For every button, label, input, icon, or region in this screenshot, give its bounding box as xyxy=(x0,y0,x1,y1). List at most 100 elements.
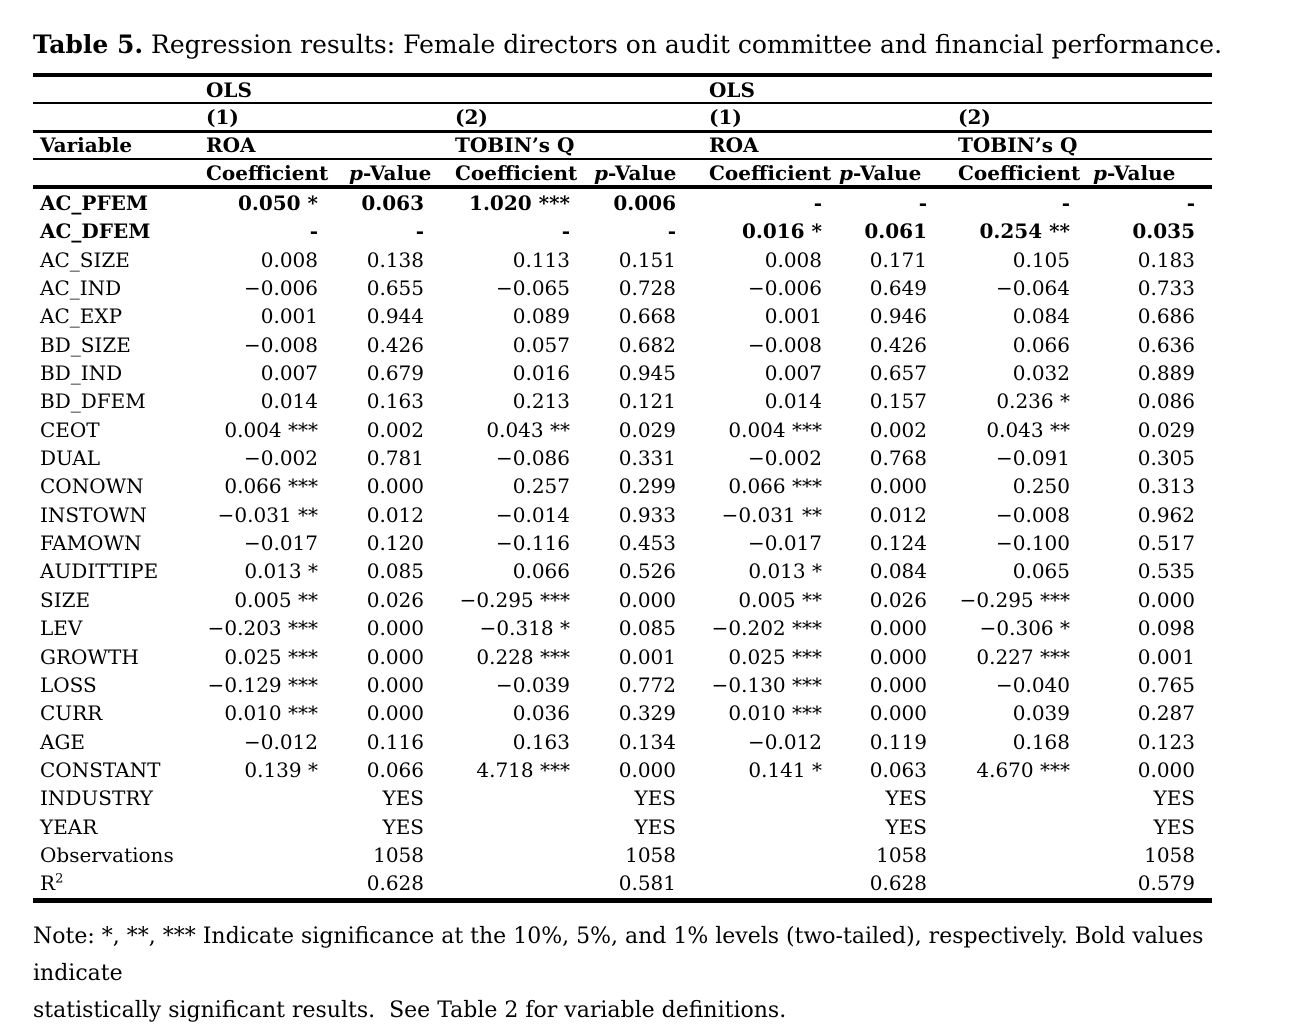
table-title: Table 5. Regression results: Female dire… xyxy=(33,30,1293,60)
coefficient-cell-4: 0.084 xyxy=(1012,304,1070,329)
coefficient-cell-4 xyxy=(958,841,1093,869)
p-value-cell-4: 0.313 xyxy=(1137,474,1195,499)
p-value-cell-3: 1058 xyxy=(876,842,927,867)
p-value-cell-2: 0.085 xyxy=(618,616,676,641)
p-value-cell-1: 0.000 xyxy=(366,644,424,669)
coefficient-header-4: Coefficient xyxy=(958,159,1093,189)
p-value-cell-1: YES xyxy=(382,786,424,811)
coefficient-cell-4 xyxy=(958,869,1093,900)
coefficient-cell-1: 0.001 xyxy=(260,304,318,329)
coefficient-cell-4: 0.105 xyxy=(1012,247,1070,272)
p-value-cell-4: 0.035 xyxy=(1132,219,1195,244)
p-value-cell-4: 0.517 xyxy=(1137,531,1195,556)
p-value-cell-3: 0.119 xyxy=(869,729,927,754)
coefficient-header-3: Coefficient xyxy=(709,159,839,189)
coefficient-cell-4: −0.008 xyxy=(995,502,1070,527)
coefficient-cell-1: −0.008 xyxy=(243,332,318,357)
p-value-cell-2: 0.329 xyxy=(618,701,676,726)
header-empty-cell xyxy=(33,103,206,133)
p-value-cell-1: 0.000 xyxy=(366,701,424,726)
p-value-cell-4: 0.765 xyxy=(1137,672,1195,697)
p-value-cell-3: YES xyxy=(885,814,927,839)
variable-label: BD_IND xyxy=(40,361,123,386)
note-line-1: Note: *, **, *** Indicate significance a… xyxy=(33,923,1211,986)
p-value-cell-2: 0.000 xyxy=(618,587,676,612)
p-value-cell-1: 0.426 xyxy=(366,332,424,357)
p-value-cell-3: 0.084 xyxy=(869,559,927,584)
coefficient-cell-3: −0.006 xyxy=(747,276,822,301)
dep-var-roa-1: ROA xyxy=(206,131,455,160)
coefficient-cell-2: −0.014 xyxy=(495,502,570,527)
coefficient-cell-2 xyxy=(455,813,594,841)
coefficient-cell-2: 0.057 xyxy=(512,332,570,357)
coefficient-cell-1: −0.203 *** xyxy=(207,616,318,641)
p-value-cell-4: 0.098 xyxy=(1137,616,1195,641)
coefficient-cell-1: 0.066 *** xyxy=(224,474,318,499)
table-row: BD_SIZE −0.008 0.426 0.057 0.682 −0.008 … xyxy=(33,331,1212,359)
coefficient-cell-2: −0.295 *** xyxy=(459,587,570,612)
variable-label: INSTOWN xyxy=(40,502,147,527)
coefficient-cell-2: 0.228 *** xyxy=(476,644,570,669)
coefficient-cell-1: 0.005 ** xyxy=(234,587,318,612)
variable-label: SIZE xyxy=(40,587,91,612)
p-value-header-4: p-Value xyxy=(1093,159,1212,189)
header-empty-cell xyxy=(33,75,206,104)
model-number-4: (2) xyxy=(958,103,1212,133)
coefficient-cell-3 xyxy=(709,813,839,841)
coefficient-cell-3: 0.013 * xyxy=(748,559,822,584)
p-value-cell-2: 0.029 xyxy=(618,417,676,442)
p-value-cell-3: 0.002 xyxy=(869,417,927,442)
coefficient-cell-4: 0.236 * xyxy=(996,389,1070,414)
coefficient-cell-2: −0.086 xyxy=(495,446,570,471)
table-row: R2 0.628 0.581 0.628 0.579 xyxy=(33,869,1212,900)
coefficient-cell-3: 0.066 *** xyxy=(728,474,822,499)
p-value-cell-2: 0.933 xyxy=(618,502,676,527)
variable-label: CEOT xyxy=(40,417,100,442)
coefficient-cell-3: −0.017 xyxy=(747,531,822,556)
p-value-cell-1: 0.085 xyxy=(366,559,424,584)
p-value-cell-2: 0.299 xyxy=(618,474,676,499)
p-value-cell-2: 0.151 xyxy=(618,247,676,272)
p-value-cell-2: 1058 xyxy=(625,842,676,867)
coefficient-cell-3: 0.008 xyxy=(764,247,822,272)
coefficient-cell-1: −0.031 ** xyxy=(217,502,318,527)
table-row: CEOT 0.004 *** 0.002 0.043 ** 0.029 0.00… xyxy=(33,416,1212,444)
p-value-cell-2: 0.331 xyxy=(618,446,676,471)
coefficient-cell-4: −0.091 xyxy=(995,446,1070,471)
p-value-cell-4: 0.579 xyxy=(1137,871,1195,896)
p-value-cell-1: 0.002 xyxy=(366,417,424,442)
p-value-cell-1: 0.000 xyxy=(366,616,424,641)
variable-label: R2 xyxy=(40,871,64,896)
p-value-cell-3: 0.000 xyxy=(869,474,927,499)
table-row: Observations 1058 1058 1058 1058 xyxy=(33,841,1212,869)
coefficient-cell-3: −0.031 ** xyxy=(721,502,822,527)
variable-label: AC_SIZE xyxy=(40,247,130,272)
coefficient-cell-1: 0.008 xyxy=(260,247,318,272)
table-row: LEV −0.203 *** 0.000 −0.318 * 0.085 −0.2… xyxy=(33,614,1212,642)
p-value-cell-1: 0.944 xyxy=(366,304,424,329)
p-value-cell-3: - xyxy=(918,191,927,215)
p-value-cell-2: 0.134 xyxy=(618,729,676,754)
p-value-cell-4: 0.962 xyxy=(1137,502,1195,527)
coefficient-cell-4: 0.168 xyxy=(1012,729,1070,754)
coefficient-cell-3: 0.025 *** xyxy=(728,644,822,669)
table-row: CONOWN 0.066 *** 0.000 0.257 0.299 0.066… xyxy=(33,472,1212,500)
p-value-cell-4: 0.686 xyxy=(1137,304,1195,329)
variable-label: AC_EXP xyxy=(40,304,123,329)
coefficient-cell-3: 0.001 xyxy=(764,304,822,329)
p-value-cell-3: 0.946 xyxy=(869,304,927,329)
table-row: DUAL −0.002 0.781 −0.086 0.331 −0.002 0.… xyxy=(33,444,1212,472)
coefficient-cell-1: −0.006 xyxy=(243,276,318,301)
coefficient-cell-3: −0.008 xyxy=(747,332,822,357)
coefficient-cell-2: 0.163 xyxy=(512,729,570,754)
table-body: AC_PFEM 0.050 * 0.063 1.020 *** 0.006 - … xyxy=(33,187,1212,900)
coefficient-cell-3 xyxy=(709,784,839,812)
table-row: SIZE 0.005 ** 0.026 −0.295 *** 0.000 0.0… xyxy=(33,586,1212,614)
header-row-method: OLS OLS xyxy=(33,75,1212,104)
p-value-cell-4: - xyxy=(1186,191,1195,215)
p-value-cell-1: 0.116 xyxy=(366,729,424,754)
coefficient-cell-4: −0.100 xyxy=(995,531,1070,556)
variable-label: CONOWN xyxy=(40,474,144,499)
p-value-cell-2: 0.006 xyxy=(613,191,676,215)
